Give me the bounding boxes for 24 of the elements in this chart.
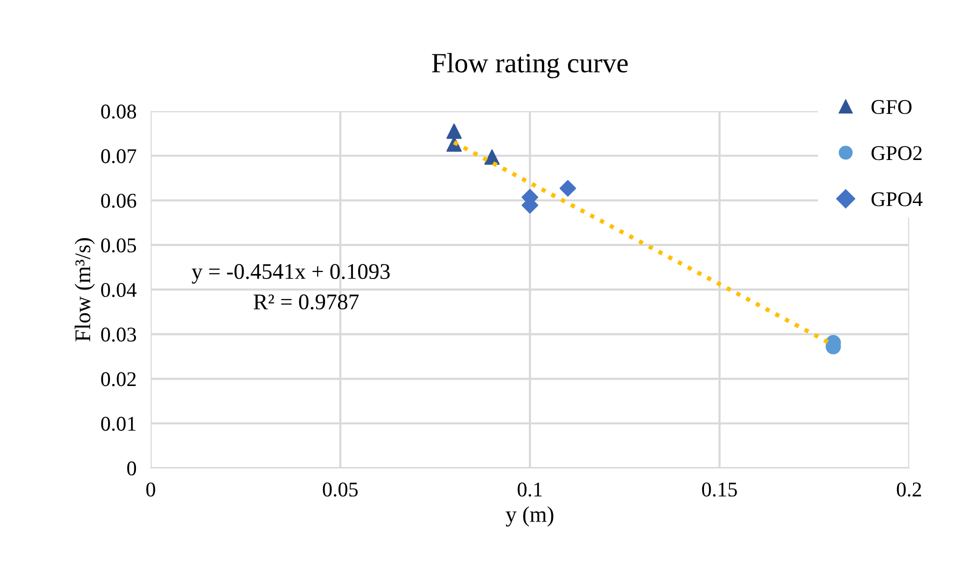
x-tick-label: 0.1 xyxy=(518,482,542,497)
y-tick-label: 0.02 xyxy=(101,372,136,386)
x-tick-label: 0.2 xyxy=(896,482,921,497)
x-tick-label: 0 xyxy=(146,482,156,497)
y-tick-label: 0.04 xyxy=(101,282,137,298)
point xyxy=(446,124,462,139)
y-tick-label: 0.06 xyxy=(101,194,136,208)
y-tick-label: 0.05 xyxy=(101,238,136,252)
y-tick-label: 0.03 xyxy=(101,328,136,342)
legend-label: GFO xyxy=(872,100,912,114)
y-tick-label: 0 xyxy=(127,461,136,476)
legend-label: GPO2 xyxy=(872,146,922,160)
legend-label: GPO4 xyxy=(872,192,922,206)
y-tick-label: 0.08 xyxy=(101,104,136,119)
point xyxy=(560,180,576,197)
x-tick-label: 0.05 xyxy=(322,482,358,497)
y-tick-label: 0.07 xyxy=(101,149,136,164)
annotation: R² = 0.9787 xyxy=(254,294,359,310)
x-axis-title: y (m) xyxy=(506,506,554,527)
y-axis-title: Flow (m³/s) xyxy=(74,238,95,342)
y-tick-label: 0.01 xyxy=(101,416,136,431)
x-tick-label: 0.15 xyxy=(702,482,737,497)
chart-title: Flow rating curve xyxy=(432,52,628,78)
annotation: y = -0.4541x + 0.1093 xyxy=(192,264,390,284)
